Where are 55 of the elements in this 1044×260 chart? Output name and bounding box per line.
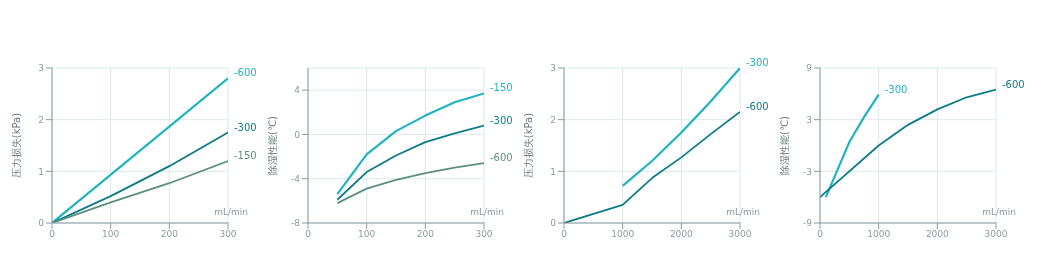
y-tick-label: 2	[38, 114, 44, 125]
series-label: -300	[234, 121, 257, 133]
x-axis-title: mL/min	[726, 207, 760, 218]
y-axis-title: 除湿性能(℃)	[266, 115, 278, 176]
line-series	[824, 93, 880, 199]
x-tick-label: 0	[305, 229, 312, 240]
line-series	[336, 124, 484, 201]
y-axis-title: 压力损失(kPa)	[10, 112, 22, 179]
series-label: -600	[1002, 78, 1025, 90]
x-tick-label: 100	[102, 229, 120, 240]
y-tick-label: 0	[38, 218, 45, 229]
series-label: -600	[490, 152, 513, 164]
y-tick-label: 0	[294, 129, 301, 140]
x-tick-label: 0	[817, 229, 824, 240]
x-tick-label: 3000	[984, 229, 1008, 240]
y-tick-label: 9	[806, 63, 813, 74]
x-tick-label: 300	[475, 229, 493, 240]
x-tick-label: 100	[358, 229, 376, 240]
y-tick-label: 3	[806, 114, 812, 125]
x-axis-title: mL/min	[470, 207, 504, 218]
line-series	[621, 68, 740, 187]
y-tick-label: 3	[38, 63, 44, 74]
y-tick-label: -8	[291, 218, 301, 229]
series-label: -300	[490, 114, 513, 126]
y-tick-label: 4	[294, 85, 301, 96]
series-label: -150	[490, 82, 513, 94]
y-tick-label: 1	[550, 166, 556, 177]
y-tick-label: 3	[550, 63, 556, 74]
x-tick-label: 2000	[669, 229, 694, 240]
series-label: -600	[234, 67, 257, 79]
series-label: -150	[234, 150, 257, 161]
y-tick-label: -3	[803, 166, 812, 177]
x-tick-label: 0	[561, 229, 568, 240]
y-tick-label: 2	[550, 114, 556, 125]
x-axis-title: mL/min	[214, 207, 248, 218]
series-label: -300	[884, 83, 908, 95]
y-tick-label: 1	[38, 166, 44, 177]
series-label: -600	[746, 100, 769, 112]
line-series	[336, 162, 484, 204]
x-tick-label: 300	[219, 229, 237, 240]
y-tick-label: 0	[550, 218, 557, 229]
x-tick-label: 0	[49, 229, 56, 240]
x-tick-label: 3000	[728, 229, 752, 240]
x-tick-label: 1000	[867, 229, 891, 240]
x-tick-label: 1000	[611, 229, 635, 240]
x-tick-label: 200	[160, 229, 179, 240]
x-tick-label: 200	[416, 229, 435, 240]
x-axis-title: mL/min	[982, 207, 1016, 218]
series-label: -300	[746, 57, 769, 68]
x-tick-label: 2000	[925, 229, 950, 240]
line-series	[336, 92, 484, 196]
y-axis-title: 压力损失(kPa)	[522, 112, 534, 179]
y-tick-label: -4	[291, 173, 301, 184]
y-axis-title: 除湿性能(℃)	[778, 115, 790, 176]
y-tick-label: -9	[803, 218, 813, 229]
